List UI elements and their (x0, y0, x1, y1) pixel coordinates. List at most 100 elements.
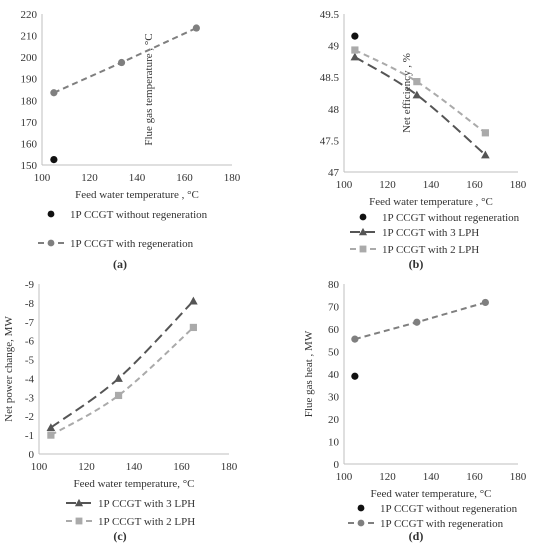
y-axis-title: Flue gas heat , MW (303, 330, 315, 417)
x-tick-label: 140 (423, 179, 440, 191)
y-axis-title: Net efficiency , % (401, 53, 413, 133)
x-tick-label: 180 (510, 179, 527, 191)
series-line (354, 56, 487, 156)
data-point (351, 32, 359, 40)
data-point (413, 318, 421, 326)
y-tick-label: -6 (25, 336, 35, 348)
panel-caption: (b) (409, 257, 424, 271)
y-tick-label: 160 (21, 138, 38, 150)
x-tick-label: 140 (423, 471, 440, 483)
legend-label: 1P CCGT without regeneration (380, 503, 518, 515)
panel-caption: (c) (113, 529, 126, 543)
data-point (350, 52, 360, 61)
y-tick-label: -8 (25, 298, 35, 310)
y-tick-label: -4 (25, 373, 35, 385)
y-tick-label: 190 (21, 74, 38, 86)
data-point (114, 391, 123, 400)
x-tick-label: 180 (224, 172, 241, 184)
x-tick-label: 160 (173, 461, 190, 473)
data-point (413, 78, 421, 86)
chart-panel-2: 100 120 140 160 180 47 47.5 48 48.5 49 49.5 Feed wa… (320, 9, 527, 271)
y-tick-label: 150 (21, 160, 38, 172)
x-tick-label: 160 (176, 172, 193, 184)
legend-label: 1P CCGT with regeneration (70, 238, 194, 250)
legend-marker (359, 213, 367, 221)
legend-marker (74, 498, 84, 507)
legend-label: 1P CCGT with 2 LPH (98, 516, 195, 528)
data-point (189, 323, 197, 332)
y-tick-label: 180 (21, 95, 38, 107)
x-tick-label: 100 (31, 461, 48, 473)
y-axis-title: Net power change, MW (3, 316, 15, 422)
legend-marker (75, 517, 83, 525)
x-axis-title: Feed water temperature, °C (73, 478, 194, 490)
x-tick-label: 120 (81, 172, 98, 184)
y-tick-label: 60 (328, 324, 340, 336)
y-tick-label: 170 (21, 117, 38, 129)
y-tick-label: 50 (328, 347, 340, 359)
x-tick-label: 180 (221, 461, 238, 473)
y-tick-label: 70 (328, 302, 340, 314)
data-point (114, 374, 123, 382)
y-tick-label: -1 (25, 430, 34, 442)
chart-panel-4: 100 120 140 160 180 0 10 20 30 40 50 60 70 80 Feed wat… (303, 279, 527, 543)
data-point (189, 296, 198, 305)
y-tick-label: 0 (334, 459, 340, 471)
x-axis-title: Feed water temperature , °C (369, 196, 493, 208)
x-tick-label: 100 (34, 172, 51, 184)
panel-caption: (a) (113, 257, 127, 271)
legend-label: 1P CCGT with 3 LPH (98, 498, 195, 510)
x-tick-label: 180 (510, 471, 527, 483)
y-axis-title: Flue gas temperature , °C (143, 33, 155, 145)
x-tick-label: 120 (78, 461, 95, 473)
data-point (412, 90, 422, 99)
x-axis-title: Feed water temperature , °C (75, 189, 199, 201)
x-axis-title: Feed water temperature, °C (370, 488, 491, 500)
x-tick-label: 120 (379, 179, 396, 191)
legend-label: 1P CCGT without regeneration (382, 212, 520, 224)
legend-label: 1P CCGT with 3 LPH (382, 227, 479, 239)
chart-panel-1: 100 120 140 160 180 150 160 170 180 190 200 210 220 F… (21, 9, 241, 271)
data-point (46, 423, 56, 432)
x-tick-label: 120 (379, 471, 396, 483)
data-point (481, 298, 489, 307)
y-tick-label: 0 (29, 449, 35, 461)
legend-marker (358, 227, 368, 236)
y-tick-label: 30 (328, 392, 340, 404)
panel-caption: (d) (409, 529, 424, 543)
y-tick-label: 80 (328, 279, 340, 291)
data-point (50, 89, 58, 97)
chart-panel-3: 100 120 140 160 180 0 -1 -2 -3 -4 -5 -6 -7 -8 -9 Feed w… (3, 279, 238, 543)
series-line (53, 27, 197, 94)
y-tick-label: 49.5 (320, 9, 340, 21)
y-tick-label: 47.5 (320, 135, 340, 147)
legend-marker (359, 245, 367, 253)
y-tick-label: -2 (25, 411, 34, 423)
data-point (351, 46, 359, 54)
legend-label: 1P CCGT without regeneration (70, 209, 208, 221)
x-tick-label: 100 (336, 179, 353, 191)
series-line (354, 49, 486, 134)
legend-marker (357, 519, 365, 527)
data-point (351, 335, 359, 343)
data-point (481, 150, 490, 159)
y-tick-label: 10 (328, 437, 340, 449)
data-point (351, 372, 359, 380)
data-point (47, 431, 55, 439)
y-tick-label: 200 (21, 52, 38, 64)
x-tick-label: 160 (466, 471, 483, 483)
y-tick-label: 20 (328, 414, 340, 426)
legend-marker (47, 239, 55, 247)
x-tick-label: 100 (336, 471, 353, 483)
data-point (50, 156, 58, 164)
y-tick-label: 47 (328, 167, 340, 179)
y-tick-label: 40 (328, 369, 340, 381)
series-line (50, 300, 195, 429)
legend-label: 1P CCGT with regeneration (380, 518, 504, 530)
x-tick-label: 140 (129, 172, 146, 184)
y-tick-label: 210 (21, 31, 38, 43)
data-point (117, 58, 126, 67)
legend-marker (357, 504, 365, 512)
data-point (192, 24, 200, 32)
